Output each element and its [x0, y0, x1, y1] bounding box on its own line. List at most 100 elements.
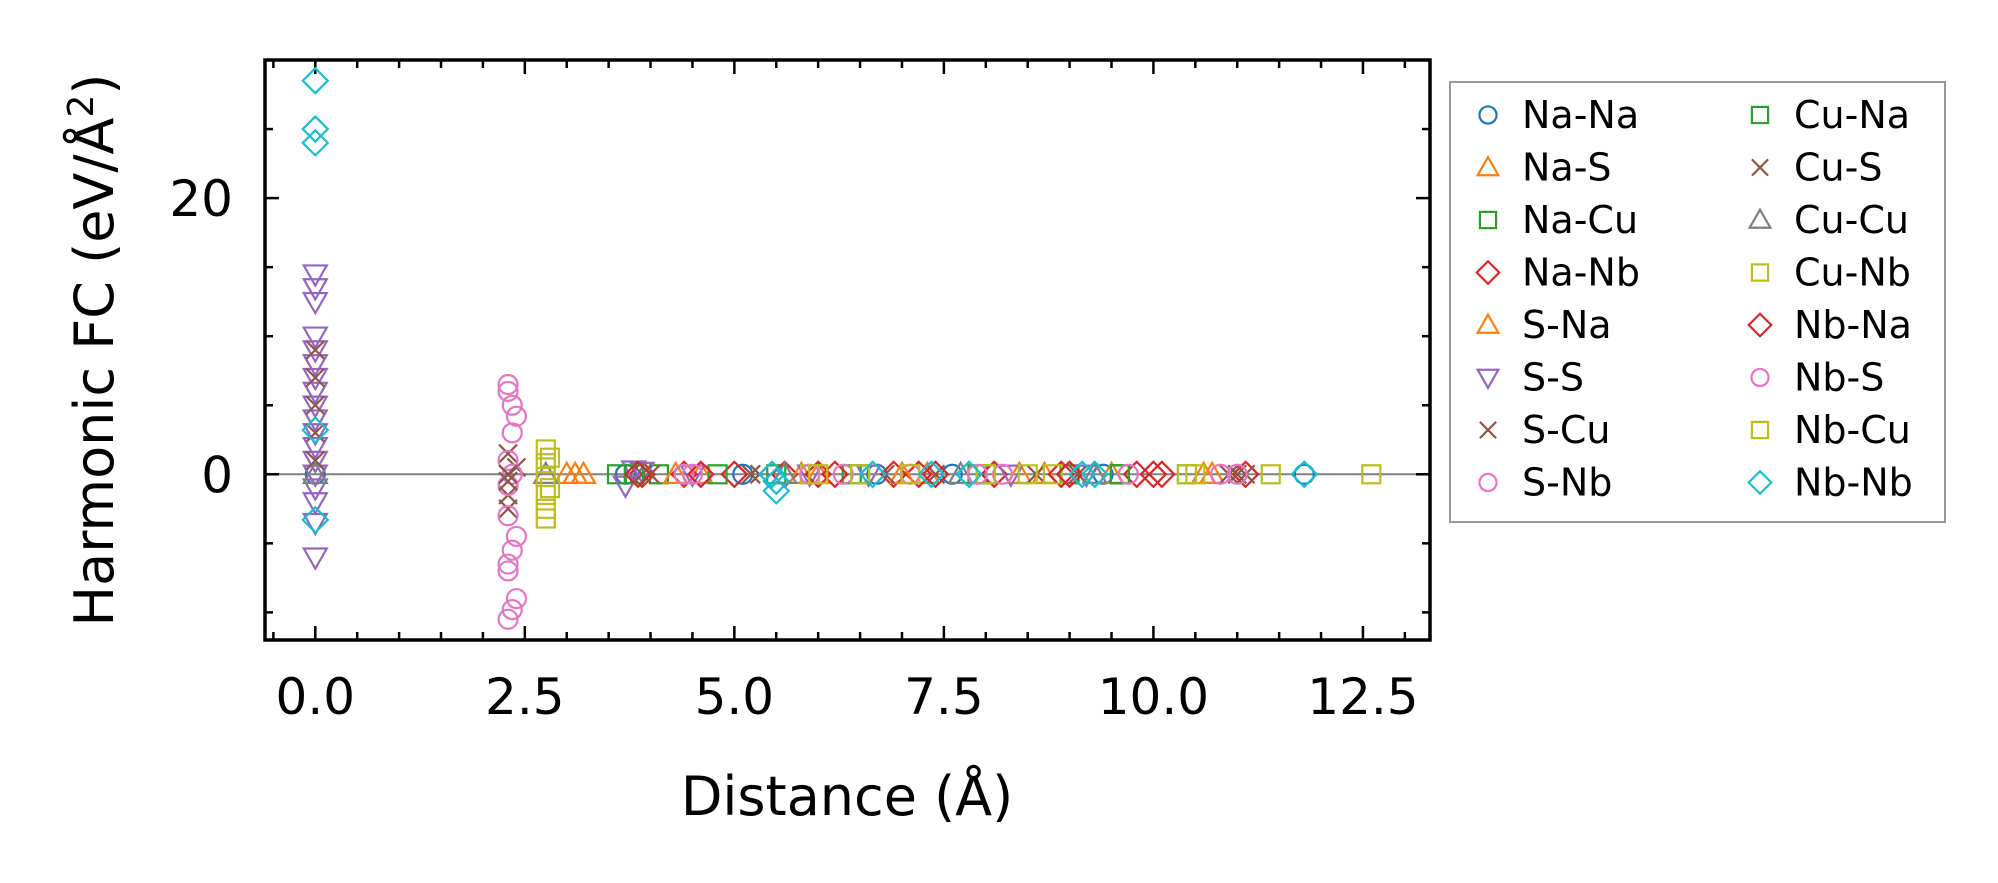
legend-label: S-Na	[1522, 303, 1612, 347]
legend-label: Na-Cu	[1522, 198, 1638, 242]
data-point	[301, 66, 330, 95]
data-point	[1209, 463, 1232, 485]
x-tick-label: 2.5	[485, 668, 565, 726]
legend-item: Cu-Na	[1750, 93, 1910, 137]
data-point	[497, 380, 519, 403]
data-point	[762, 467, 791, 496]
data-point	[301, 416, 330, 445]
data-point	[498, 499, 518, 519]
data-point	[966, 463, 989, 485]
legend-items: Na-Na Na-S Na-Cu Na-Nb S-Na S-S S-Cu S-Nb Cu-Na C…	[1475, 93, 1913, 505]
data-point	[301, 436, 329, 461]
data-point	[497, 449, 519, 472]
data-point	[561, 460, 589, 485]
data-point	[758, 460, 787, 489]
legend-label: Cu-Nb	[1794, 251, 1911, 295]
x-tick-label: 5.0	[695, 668, 775, 726]
series-nb-nb	[301, 66, 1319, 534]
data-point	[497, 373, 519, 396]
data-point	[535, 453, 556, 474]
data-point	[301, 478, 329, 502]
data-point	[301, 128, 330, 157]
legend-item: Nb-Nb	[1747, 461, 1913, 505]
data-point	[301, 367, 329, 392]
data-point	[305, 423, 326, 443]
data-point	[497, 505, 519, 527]
data-point	[1198, 460, 1226, 485]
legend-label: Cu-Na	[1794, 93, 1910, 137]
data-point	[1139, 460, 1168, 489]
legend-marker	[1750, 263, 1770, 282]
legend-item: Cu-Nb	[1750, 251, 1911, 295]
data-point	[301, 114, 330, 144]
data-point	[1117, 463, 1139, 485]
series-nb-s	[497, 422, 1248, 527]
data-point	[301, 395, 329, 419]
data-point	[1361, 464, 1382, 485]
data-point	[947, 460, 975, 485]
data-point	[301, 340, 329, 364]
legend-marker	[1478, 105, 1498, 125]
data-point	[505, 587, 528, 610]
x-tick-label: 12.5	[1307, 668, 1418, 726]
data-points	[301, 66, 1382, 630]
legend-item: Na-Na	[1478, 93, 1639, 137]
legend-item: Nb-Na	[1747, 303, 1912, 347]
legend: Na-Na Na-S Na-Cu Na-Nb S-Na S-S S-Cu S-Nb Cu-Na C…	[1449, 81, 1946, 523]
data-point	[501, 394, 523, 416]
legend-marker	[1478, 210, 1498, 230]
data-point	[954, 460, 984, 489]
data-point	[808, 464, 829, 485]
legend-label: Na-Nb	[1522, 251, 1640, 295]
data-point	[917, 460, 946, 489]
legend-item: Na-S	[1475, 146, 1612, 190]
legend-item: S-S	[1475, 356, 1584, 400]
data-point	[498, 471, 518, 491]
data-point	[301, 381, 329, 406]
data-point	[301, 423, 329, 447]
series-nb-cu	[539, 447, 1206, 499]
legend-marker	[1750, 420, 1770, 440]
legend-label: Cu-S	[1794, 146, 1882, 190]
data-point	[1231, 460, 1260, 489]
data-point	[1081, 460, 1109, 485]
data-point	[741, 464, 761, 485]
legend-item: S-Cu	[1479, 408, 1610, 452]
data-point	[1235, 464, 1256, 485]
data-point	[1226, 463, 1248, 485]
legend-marker	[1747, 207, 1773, 229]
legend-item: Cu-S	[1751, 146, 1882, 190]
legend-item: Na-Cu	[1478, 198, 1638, 242]
data-point	[301, 291, 329, 316]
y-tick-label: 0	[201, 446, 233, 504]
legend-marker	[1750, 367, 1770, 388]
data-point	[832, 463, 854, 485]
legend-frame	[1449, 81, 1946, 523]
legend-label: Nb-Nb	[1794, 461, 1913, 505]
plot-frame	[263, 58, 1432, 642]
data-point	[501, 463, 523, 485]
data-point	[681, 463, 704, 485]
data-point	[690, 463, 712, 485]
legend-label: Nb-Cu	[1794, 408, 1911, 452]
data-point	[305, 395, 326, 416]
data-point	[673, 463, 695, 485]
data-point	[301, 505, 330, 534]
legend-label: Na-S	[1522, 146, 1612, 190]
data-point	[301, 278, 329, 302]
series-s-nb	[497, 373, 1232, 630]
legend-label: S-S	[1522, 356, 1584, 400]
legend-marker	[1750, 105, 1770, 125]
data-point	[501, 422, 523, 444]
legend-item: S-Nb	[1478, 461, 1612, 505]
data-point	[1055, 460, 1084, 489]
data-point	[301, 326, 329, 350]
data-point	[505, 525, 528, 548]
data-point	[1047, 460, 1076, 489]
x-tick-label: 10.0	[1098, 668, 1209, 726]
data-point	[501, 539, 523, 561]
data-point	[301, 464, 329, 489]
data-point	[301, 354, 329, 378]
y-axis-label: Harmonic FC (eV/Å2)	[61, 74, 126, 627]
data-point	[991, 463, 1014, 485]
